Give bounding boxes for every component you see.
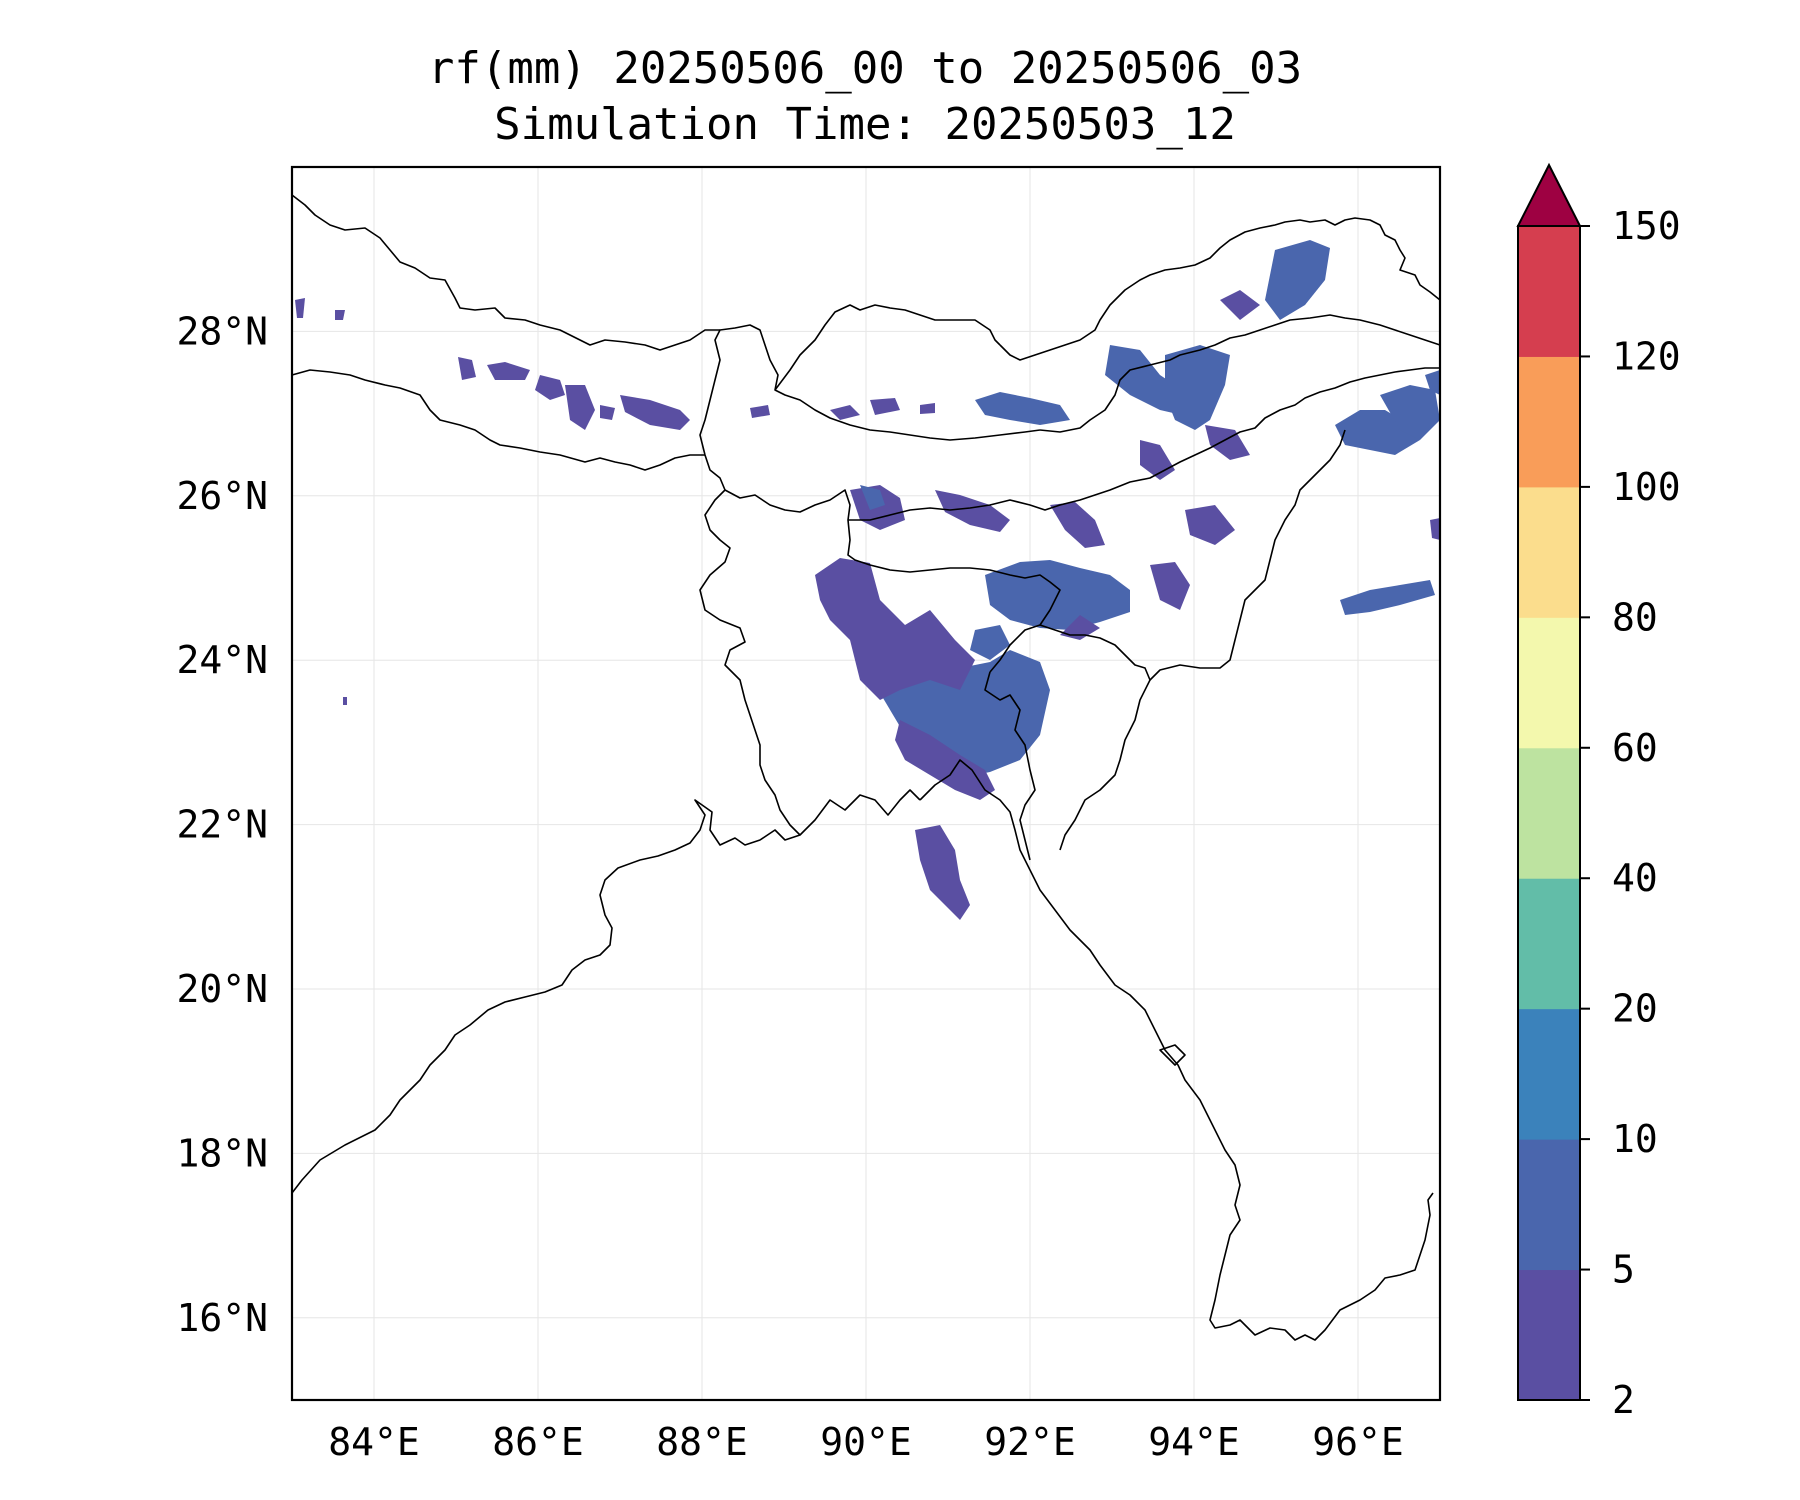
colorbar-segment: [1518, 1008, 1580, 1140]
lat-tick-label: 20°N: [176, 967, 268, 1011]
rain-patch-bhutan-3: [920, 403, 935, 414]
lat-tick-labels: 16°N 18°N 20°N 22°N 24°N 26°N 28°N: [176, 309, 268, 1339]
rain-patch-sikkim-west: [750, 405, 770, 418]
rain-patch-assam-valley-2: [935, 490, 1010, 532]
rain-patch-bhutan-1: [830, 405, 860, 420]
colorbar-tick-label: 150: [1612, 204, 1681, 248]
rain-patch-barak: [1060, 615, 1100, 640]
coastlines-borders: [291, 194, 1441, 1341]
rain-patch-myanmar-border: [1150, 562, 1190, 610]
rainfall-field: [295, 240, 1440, 920]
border-nepal-india-south: [291, 369, 705, 471]
map-frame: [290, 165, 1442, 1402]
colorbar-segment: [1518, 747, 1580, 879]
colorbar-segment: [1518, 1139, 1580, 1271]
border-assam-meghalaya: [848, 367, 1440, 521]
rain-patch-bhutan-foothills: [975, 392, 1070, 425]
rain-patch-upper-myanmar-2: [1380, 385, 1440, 440]
colorbar-frame: [1517, 225, 1581, 1401]
coastline-kutubdia: [1159, 1044, 1186, 1066]
colorbar-tick-label: 5: [1612, 1248, 1635, 1292]
lon-tick-label: 84°E: [328, 1420, 420, 1464]
colorbar-tick-label: 80: [1612, 595, 1658, 639]
rain-patch-isolated-3: [343, 697, 347, 705]
border-sikkim-bhutan: [699, 324, 1041, 456]
coastline-india-east: [291, 789, 921, 1194]
colorbar-tick-label: 100: [1612, 465, 1681, 509]
rain-patch-assam-valley-3: [1050, 502, 1105, 548]
rain-patch-central-bangladesh: [815, 558, 975, 700]
border-bangladesh-tripura: [984, 671, 1036, 861]
rain-patch-chittagong-coast: [915, 825, 970, 920]
lat-tick-label: 28°N: [176, 309, 268, 353]
border-arunachal: [999, 217, 1441, 361]
lon-tick-label: 96°E: [1312, 1420, 1404, 1464]
map-title-line1: rf(mm) 20250506_00 to 20250506_03: [427, 43, 1303, 94]
rain-patch-nepal-4: [565, 385, 595, 430]
colorbar-segment: [1518, 226, 1580, 357]
rain-patch-arunachal-north: [1265, 240, 1330, 320]
lon-tick-label: 94°E: [1148, 1420, 1240, 1464]
colorbar-tick-label: 120: [1612, 334, 1681, 378]
lon-tick-label: 90°E: [820, 1420, 912, 1464]
rain-patch-bhutan-2: [870, 398, 900, 415]
border-bangladesh-india-west: [699, 454, 801, 836]
graticule: [292, 167, 1440, 1400]
border-bhutan-china: [774, 304, 1001, 391]
lon-tick-label: 88°E: [656, 1420, 748, 1464]
colorbar-tick-label: 10: [1612, 1117, 1658, 1161]
border-bangladesh-india-north: [724, 489, 1061, 673]
colorbar-tick-label: 20: [1612, 987, 1658, 1031]
lon-tick-label: 92°E: [984, 1420, 1076, 1464]
rain-patch-assam-east-2: [1205, 425, 1250, 460]
rain-patch-nepal-2: [487, 362, 530, 380]
rain-patch-nepal-5: [620, 395, 690, 430]
triangle-up-icon: [1516, 162, 1582, 227]
border-china-arunachal-north: [1039, 314, 1441, 433]
coastline-bangladesh-myanmar: [919, 759, 1434, 1341]
colorbar-segment: [1518, 617, 1580, 749]
border-myanmar-east: [1149, 429, 1346, 681]
rain-patch-bihar-edge: [1430, 518, 1440, 540]
colorbar-tick-label: 60: [1612, 726, 1658, 770]
rain-patch-upper-myanmar-3: [1340, 580, 1435, 615]
lat-tick-label: 26°N: [176, 474, 268, 518]
lon-tick-labels: 84°E 86°E 88°E 90°E 92°E 94°E 96°E: [328, 1420, 1404, 1464]
rain-patch-tripura: [970, 625, 1010, 660]
lat-tick-label: 16°N: [176, 1296, 268, 1340]
colorbar: 2 5 10 20 40 60 80 100 120 150: [1516, 162, 1681, 1422]
rain-patch-nepal-1: [458, 357, 476, 380]
lat-tick-label: 22°N: [176, 803, 268, 847]
rain-patch-east-edge: [1425, 370, 1440, 395]
border-nepal-india-north: [291, 194, 720, 351]
colorbar-segment: [1518, 486, 1580, 618]
rain-patch-assam-east-3: [1185, 505, 1235, 545]
rain-patch-coastal-bangladesh: [895, 720, 995, 800]
colorbar-tick-label: 2: [1612, 1378, 1635, 1422]
border-india-myanmar: [1039, 624, 1151, 851]
lat-tick-label: 24°N: [176, 638, 268, 682]
rain-patch-west-bengal-n: [860, 485, 885, 510]
rain-patch-nepal-6: [600, 405, 615, 420]
rain-patch-isolated-1: [295, 298, 305, 318]
colorbar-tick-label: 40: [1612, 856, 1658, 900]
lat-tick-label: 18°N: [176, 1131, 268, 1175]
map-title-line2: Simulation Time: 20250503_12: [494, 99, 1236, 150]
rain-patch-nepal-3: [535, 375, 565, 400]
rain-patch-isolated-2: [335, 310, 345, 320]
colorbar-segment: [1518, 1269, 1580, 1401]
rain-patch-arunachal-n2: [1220, 290, 1260, 320]
rain-patch-arunachal-central: [1165, 345, 1230, 430]
colorbar-segment: [1518, 356, 1580, 488]
lon-tick-label: 86°E: [492, 1420, 584, 1464]
colorbar-segment: [1518, 878, 1580, 1010]
